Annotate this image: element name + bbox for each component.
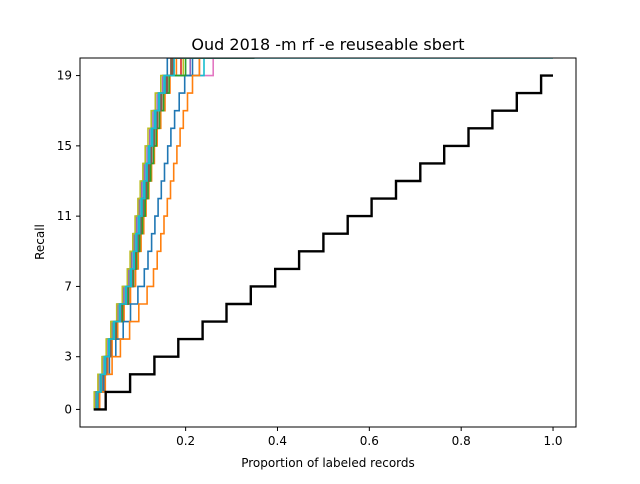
y-tick-label: 0 <box>64 402 72 416</box>
y-tick-label: 3 <box>64 350 72 364</box>
y-tick-label: 7 <box>64 279 72 293</box>
y-tick-label: 19 <box>57 69 72 83</box>
x-tick-label: 0.6 <box>360 434 379 448</box>
series-line-16 <box>93 74 553 411</box>
series-line-12 <box>93 58 255 411</box>
x-tick-label: 1.0 <box>543 434 562 448</box>
x-tick-label: 0.2 <box>176 434 195 448</box>
x-tick-label: 0.4 <box>268 434 287 448</box>
x-axis-label: Proportion of labeled records <box>241 456 415 470</box>
x-tick-label: 0.8 <box>452 434 471 448</box>
y-axis: 0 3 7 11 15 19 <box>57 69 80 416</box>
chart-title: Oud 2018 -m rf -e reuseable sbert <box>191 35 464 54</box>
x-axis: 0.2 0.4 0.6 0.8 1.0 <box>176 427 563 448</box>
series-line-15 <box>93 58 553 411</box>
y-tick-label: 15 <box>57 139 72 153</box>
y-axis-label: Recall <box>33 224 47 260</box>
series-layer <box>93 58 553 411</box>
plot-frame <box>79 57 577 428</box>
y-tick-label: 11 <box>57 209 72 223</box>
